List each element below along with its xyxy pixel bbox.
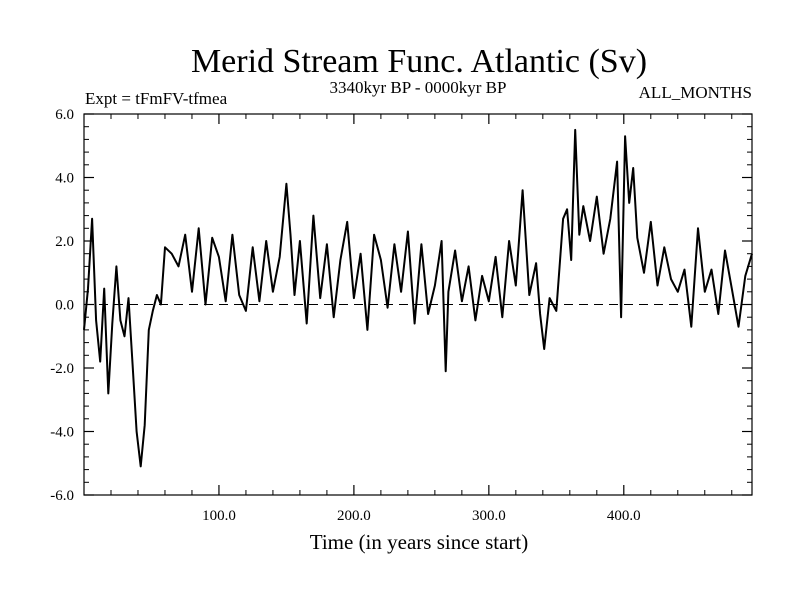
y-tick-label: 6.0 (55, 107, 74, 123)
x-tick-label: 400.0 (607, 508, 641, 524)
series-line (83, 128, 753, 468)
months-label: ALL_MONTHS (639, 83, 752, 102)
y-tick-label: -6.0 (50, 488, 74, 504)
y-tick-label: 0.0 (55, 298, 74, 314)
y-tick-label: -4.0 (50, 425, 74, 441)
x-tick-label: 200.0 (337, 508, 371, 524)
plot-area: 100.0 200.0 300.0 400.0 6.0 4.0 2.0 0.0 -2.0 -4.0… (50, 107, 753, 524)
x-axis-label: Time (in years since start) (310, 530, 529, 554)
y-tick-label: 4.0 (55, 171, 74, 187)
time-range-label: 3340kyr BP - 0000kyr BP (330, 78, 507, 97)
y-tick-label: -2.0 (50, 361, 74, 377)
x-tick-label: 300.0 (472, 508, 506, 524)
experiment-label: Expt = tFmFV-tfmea (85, 89, 228, 108)
y-tick-label: 2.0 (55, 234, 74, 250)
x-tick-label: 100.0 (202, 508, 236, 524)
chart-title: Merid Stream Func. Atlantic (Sv) (191, 43, 647, 80)
